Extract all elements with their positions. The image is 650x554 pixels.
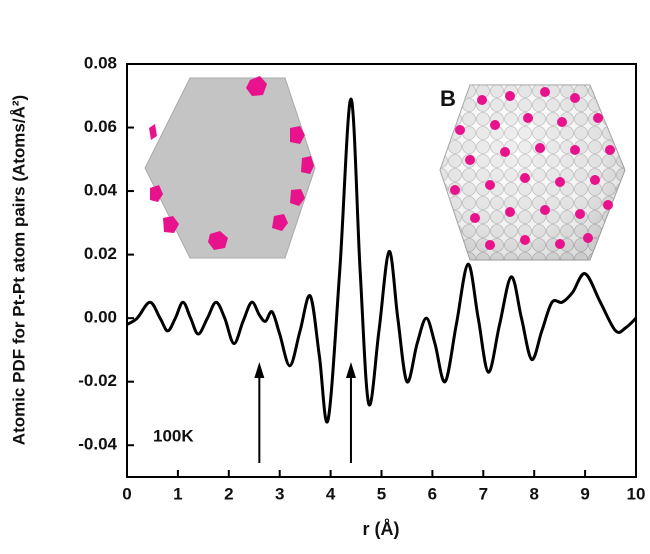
inset-cluster [439,84,626,261]
y-tick-label: 0.02 [84,244,117,263]
pdf-line [126,97,638,424]
x-tick-label: 2 [224,484,233,503]
temperature-label: 100K [153,426,194,445]
y-tick-label: -0.02 [78,371,117,390]
x-tick-label: 5 [377,484,386,503]
y-tick-label: 0.08 [84,53,117,72]
x-tick-label: 7 [479,484,488,503]
x-tick-label: 8 [529,484,538,503]
x-tick-label: 6 [428,484,437,503]
arrow-head [345,362,356,378]
inset-cross-section [144,76,316,259]
y-tick-label: -0.04 [78,435,117,454]
panel-label: B [440,86,456,111]
y-tick-label: 0.04 [84,181,118,200]
x-tick-label: 1 [173,484,182,503]
y-axis-label: Atomic PDF for Pt-Pt atom pairs (Atoms/Å… [9,95,28,445]
y-tick-label: 0.00 [84,308,117,327]
x-tick-label: 9 [580,484,589,503]
x-axis-label: r (Å) [363,519,400,539]
arrow-head [254,362,265,378]
y-tick-label: 0.06 [84,117,117,136]
x-tick-label: 4 [326,484,336,503]
x-tick-label: 10 [627,484,646,503]
x-tick-label: 3 [275,484,284,503]
x-tick-label: 0 [122,484,131,503]
